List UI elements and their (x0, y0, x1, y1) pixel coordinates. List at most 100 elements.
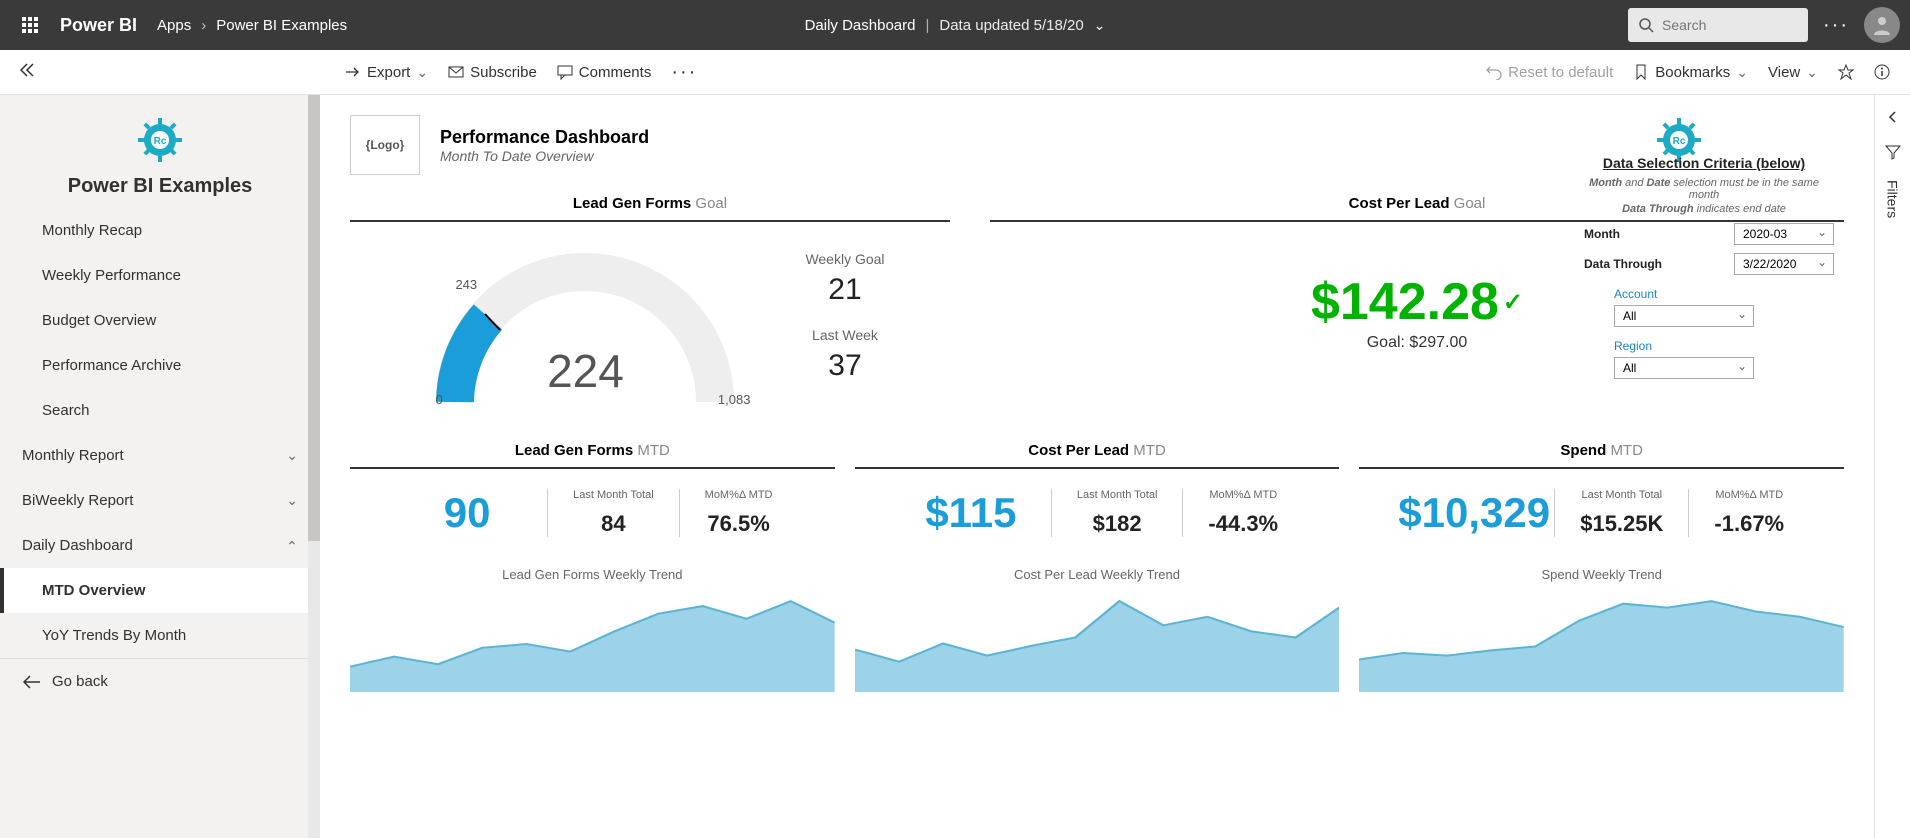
filters-rail: Filters (1874, 95, 1910, 838)
breadcrumb: Apps › Power BI Examples (157, 17, 347, 34)
selection-note1: Month and Date selection must be in the … (1574, 177, 1834, 201)
star-icon (1838, 64, 1854, 80)
account-label: Account (1614, 287, 1834, 301)
report-title: Daily Dashboard (805, 17, 916, 34)
search-field[interactable] (1662, 17, 1782, 33)
search-input[interactable] (1628, 8, 1808, 42)
weekly-goal-value: 21 (805, 273, 884, 307)
mom-label: MoM%Δ MTD (1208, 489, 1278, 501)
mom-label: MoM%Δ MTD (1714, 489, 1784, 501)
mtd-title-light: MTD (1610, 442, 1643, 459)
chevron-down-icon: ⌄ (286, 447, 298, 464)
export-icon (345, 64, 361, 80)
mtd-title-light: MTD (637, 442, 670, 459)
data-selection-panel: Data Selection Criteria (below) Month an… (1574, 155, 1834, 379)
comments-button[interactable]: Comments (557, 64, 652, 81)
dashboard-subtitle: Month To Date Overview (440, 148, 649, 164)
breadcrumb-sep: › (201, 17, 206, 34)
weekly-goal-label: Weekly Goal (805, 251, 884, 267)
nav-go-back[interactable]: Go back (0, 658, 320, 704)
collapse-nav-icon[interactable] (15, 62, 45, 83)
export-button[interactable]: Export ⌄ (345, 64, 428, 81)
trend-title: Spend Weekly Trend (1359, 567, 1844, 582)
search-icon (1638, 17, 1654, 33)
month-label: Month (1584, 227, 1620, 241)
more-options-icon[interactable]: ··· (1823, 14, 1849, 37)
mtd-block-1: Cost Per Lead MTD $115 Last Month Total$… (855, 442, 1340, 697)
nav-monthly-report[interactable]: Monthly Report⌄ (0, 433, 320, 478)
nav-performance-archive[interactable]: Performance Archive (0, 343, 320, 388)
reset-label: Reset to default (1508, 64, 1613, 81)
chevron-down-icon[interactable]: ⌄ (1094, 17, 1106, 34)
comment-icon (557, 64, 573, 80)
chevron-left-icon[interactable] (1886, 110, 1900, 124)
bookmarks-button[interactable]: Bookmarks ⌄ (1633, 64, 1748, 81)
nav-mtd-overview[interactable]: MTD Overview (0, 568, 320, 613)
favorite-button[interactable] (1838, 64, 1854, 80)
selection-heading: Data Selection Criteria (below) (1574, 155, 1834, 171)
svg-text:Rc: Rc (154, 136, 167, 147)
month-dropdown[interactable]: 2020-03 (1734, 223, 1834, 245)
mtd-title-light: MTD (1133, 442, 1166, 459)
workspace-name: Power BI Examples (0, 175, 320, 198)
gauge-min: 0 (435, 392, 442, 407)
data-updated-label: Data updated 5/18/20 (939, 17, 1083, 34)
breadcrumb-workspace[interactable]: Power BI Examples (216, 17, 347, 34)
trend-title: Cost Per Lead Weekly Trend (855, 567, 1340, 582)
mtd-big-value: $10,329 (1394, 489, 1554, 537)
toolbar-more-icon[interactable]: ··· (671, 61, 697, 84)
account-dropdown[interactable]: All (1614, 305, 1754, 327)
view-button[interactable]: View ⌄ (1768, 64, 1818, 81)
subscribe-label: Subscribe (470, 64, 537, 81)
nav-weekly-performance[interactable]: Weekly Performance (0, 253, 320, 298)
selection-note2: Data Through indicates end date (1574, 203, 1834, 215)
nav-yoy-trends[interactable]: YoY Trends By Month (0, 613, 320, 658)
info-button[interactable] (1874, 64, 1890, 80)
chevron-down-icon: ⌄ (286, 492, 298, 509)
mtd-title-bold: Lead Gen Forms (515, 442, 633, 459)
filters-label[interactable]: Filters (1885, 180, 1901, 218)
chevron-down-icon: ⌄ (1806, 64, 1818, 81)
arrow-left-icon (22, 675, 40, 689)
sidebar-scroll-thumb[interactable] (308, 95, 320, 541)
nav-search[interactable]: Search (0, 388, 320, 433)
app-launcher-icon[interactable] (10, 5, 50, 45)
gauge-current: 243 (455, 277, 477, 292)
filter-icon[interactable] (1885, 144, 1901, 160)
logo-placeholder: {Logo} (350, 115, 420, 175)
workspace-logo: Rc (135, 115, 185, 165)
brand-label: Power BI (60, 15, 137, 36)
gauge-value: 224 (547, 344, 624, 398)
through-dropdown[interactable]: 3/22/2020 (1734, 253, 1834, 275)
trend-chart (350, 592, 835, 692)
breadcrumb-apps[interactable]: Apps (157, 17, 191, 34)
user-avatar[interactable] (1864, 7, 1900, 43)
chevron-down-icon: ⌄ (416, 64, 428, 81)
last-month-label: Last Month Total (573, 489, 654, 501)
cpl-value: $142.28 (1311, 272, 1499, 332)
mtd-title-bold: Spend (1560, 442, 1606, 459)
last-week-label: Last Week (805, 327, 884, 343)
subscribe-button[interactable]: Subscribe (448, 64, 537, 81)
report-canvas: {Logo} Performance Dashboard Month To Da… (320, 95, 1874, 838)
trend-chart (855, 592, 1340, 692)
nav-budget-overview[interactable]: Budget Overview (0, 298, 320, 343)
nav-monthly-recap[interactable]: Monthly Recap (0, 208, 320, 253)
mom-value: -44.3% (1208, 511, 1278, 537)
title-divider: | (925, 17, 929, 34)
nav-biweekly-report[interactable]: BiWeekly Report⌄ (0, 478, 320, 523)
chevron-down-icon: ⌄ (1736, 64, 1748, 81)
region-dropdown[interactable]: All (1614, 357, 1754, 379)
last-month-value: $182 (1077, 511, 1158, 537)
topbar: Power BI Apps › Power BI Examples Daily … (0, 0, 1910, 50)
mtd-block-0: Lead Gen Forms MTD 90 Last Month Total84… (350, 442, 835, 697)
comments-label: Comments (579, 64, 652, 81)
toolbar: Export ⌄ Subscribe Comments ··· Reset to… (0, 50, 1910, 95)
nav-daily-dashboard[interactable]: Daily Dashboard⌄ (0, 523, 320, 568)
dashboard-title: Performance Dashboard (440, 127, 649, 148)
gauge-max: 1,083 (718, 392, 751, 407)
last-month-value: 84 (573, 511, 654, 537)
leadgen-title-light: Goal (695, 195, 727, 212)
mtd-block-2: Spend MTD $10,329 Last Month Total$15.25… (1359, 442, 1844, 697)
last-week-value: 37 (805, 349, 884, 383)
